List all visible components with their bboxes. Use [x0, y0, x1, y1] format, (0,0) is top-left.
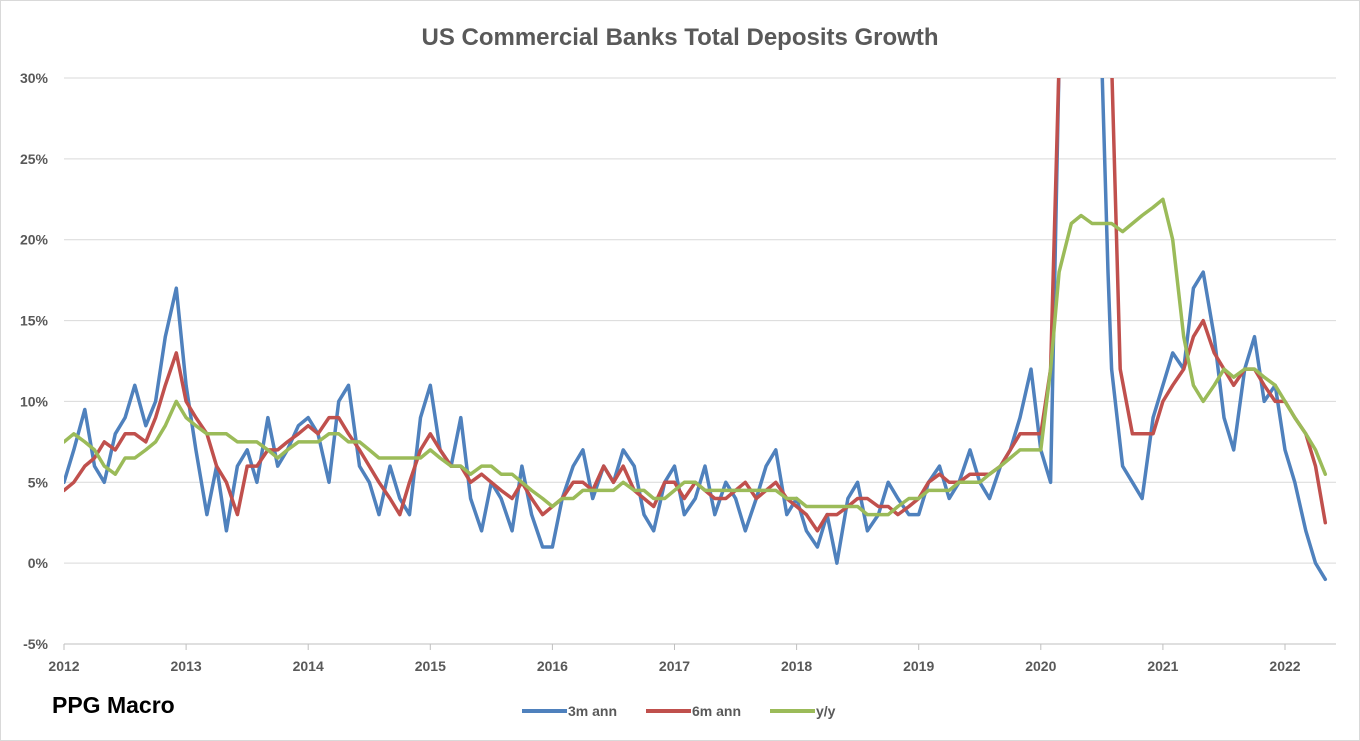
- x-tick-label: 2014: [293, 658, 324, 674]
- y-tick-label: 15%: [20, 313, 49, 329]
- y-tick-label: 25%: [20, 151, 49, 167]
- legend-label: y/y: [816, 703, 836, 719]
- y-tick-label: 30%: [20, 70, 49, 86]
- brand-label: PPG Macro: [52, 692, 175, 718]
- plot-area: [64, 78, 1328, 582]
- x-tick-label: 2019: [903, 658, 934, 674]
- y-tick-label: 5%: [28, 474, 49, 490]
- x-tick-label: 2015: [415, 658, 446, 674]
- chart-title: US Commercial Banks Total Deposits Growt…: [422, 24, 939, 51]
- legend-label: 3m ann: [568, 703, 617, 719]
- series-line-6m-ann: [64, 78, 1328, 533]
- x-tick-label: 2018: [781, 658, 812, 674]
- x-tick-label: 2017: [659, 658, 690, 674]
- x-axis: 2012 2013 2014 2015 2016 2017 2018 2019 2020 2021…: [48, 643, 1336, 674]
- y-axis-ticks: -5% 0% 5% 10% 15% 20% 25% 30%: [20, 70, 49, 652]
- x-tick-label: 2012: [48, 658, 79, 674]
- series-line-y-y: [64, 197, 1328, 517]
- x-tick-label: 2013: [171, 658, 202, 674]
- y-tick-label: -5%: [23, 636, 48, 652]
- series-line-3m-ann: [64, 78, 1328, 582]
- x-tick-label: 2021: [1147, 658, 1178, 674]
- y-tick-label: 0%: [28, 555, 49, 571]
- grid: [64, 77, 1336, 645]
- legend-label: 6m ann: [692, 703, 741, 719]
- y-tick-label: 10%: [20, 393, 49, 409]
- x-tick-label: 2020: [1025, 658, 1056, 674]
- legend: 3m ann 6m ann y/y: [522, 703, 836, 719]
- x-tick-label: 2022: [1269, 658, 1300, 674]
- x-tick-label: 2016: [537, 658, 568, 674]
- y-tick-label: 20%: [20, 232, 49, 248]
